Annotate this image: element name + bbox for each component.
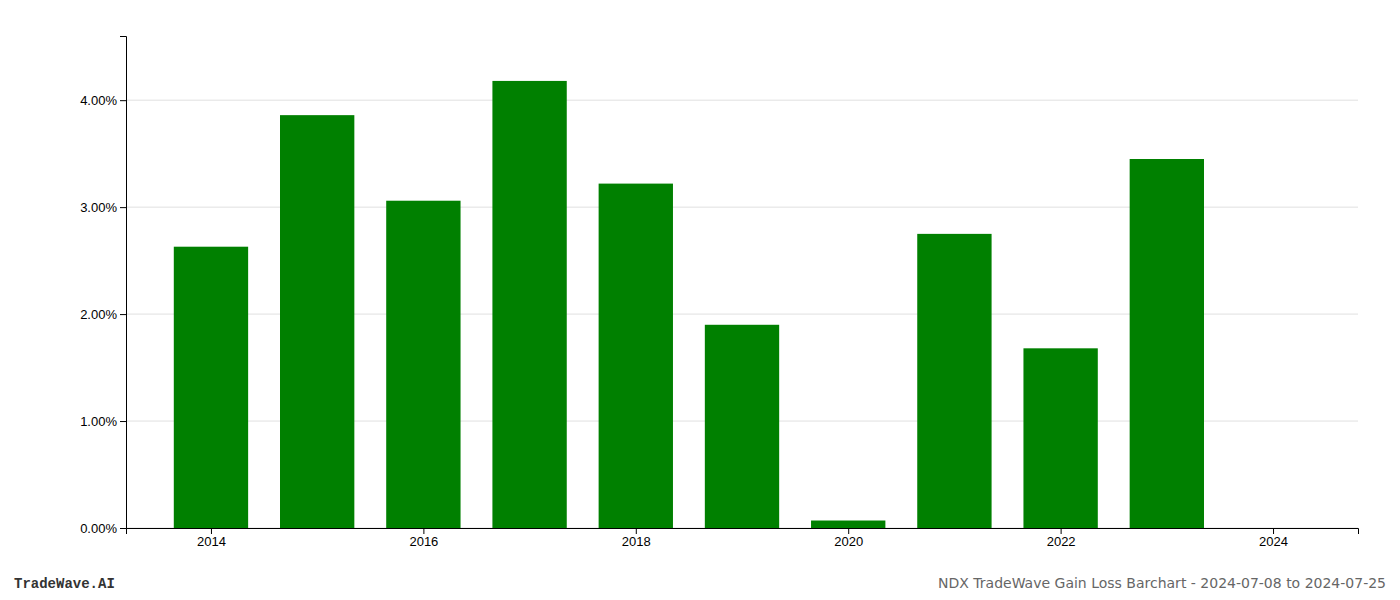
plot-area: 2014 2016 2018 2020 2022 2024 0.00% 1.00% 2.00% 3… [80,37,1358,550]
x-tick-label: 2016 [409,534,438,549]
x-tick-mark [848,528,849,534]
bar [1023,348,1097,528]
bar [386,201,460,528]
bar [917,234,991,528]
bar [705,325,779,528]
y-axis-line [120,37,127,529]
x-tick-mark [1273,528,1274,534]
grid [126,100,1358,528]
x-axis: 2014 2016 2018 2020 2022 2024 [127,528,1359,549]
y-tick-label: 2.00% [80,307,117,322]
grid-line [126,100,1358,101]
x-tick-mark [636,528,637,534]
y-axis: 0.00% 1.00% 2.00% 3.00% 4.00% [80,37,126,536]
y-tick: 3.00% [80,200,126,215]
x-tick: 2024 [1259,528,1288,549]
x-tick: 2018 [622,528,651,549]
x-tick: 2016 [409,528,438,549]
x-tick-mark [211,528,212,534]
bar [811,521,885,528]
x-tick-label: 2020 [834,534,863,549]
bars [174,81,1204,528]
y-tick-label: 1.00% [80,414,117,429]
x-tick-mark [423,528,424,534]
y-tick-label: 4.00% [80,93,117,108]
y-tick-mark [120,314,126,315]
y-tick-mark [120,100,126,101]
x-tick-label: 2022 [1047,534,1076,549]
y-tick: 2.00% [80,307,126,322]
x-tick-label: 2018 [622,534,651,549]
x-tick: 2014 [197,528,226,549]
x-tick-label: 2014 [197,534,226,549]
bar [1130,159,1204,528]
y-tick: 0.00% [80,521,126,536]
x-tick: 2020 [834,528,863,549]
bar [280,115,354,528]
y-tick-mark [120,207,126,208]
x-tick-mark [1061,528,1062,534]
footer-left: TradeWave.AI [14,576,115,592]
y-tick-label: 3.00% [80,200,117,215]
y-tick-mark [120,528,126,529]
bar [174,247,248,528]
x-tick: 2022 [1047,528,1076,549]
bar [492,81,566,528]
y-tick: 4.00% [80,93,126,108]
bar [599,184,673,528]
y-tick-mark [120,421,126,422]
chart: 2014 2016 2018 2020 2022 2024 0.00% 1.00% 2.00% 3… [0,0,1400,600]
footer-right: NDX TradeWave Gain Loss Barchart - 2024-… [938,575,1386,591]
y-tick: 1.00% [80,414,126,429]
y-tick-label: 0.00% [80,521,117,536]
x-axis-line [127,529,1359,535]
x-tick-label: 2024 [1259,534,1288,549]
